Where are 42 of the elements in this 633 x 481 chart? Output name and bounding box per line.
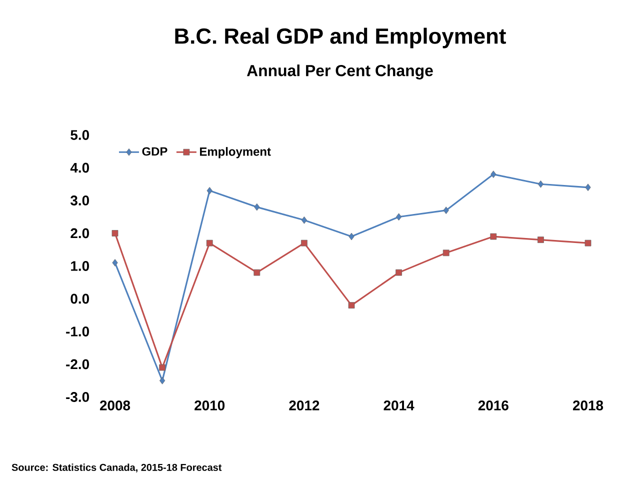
point	[348, 232, 354, 240]
y-tick-label: -3.0	[66, 392, 89, 402]
legend-label: GDP	[142, 147, 168, 156]
legend-label: Employment	[200, 147, 271, 158]
y-tick-label: 1.0	[71, 261, 89, 271]
y-tick-label: 0.0	[70, 294, 89, 304]
point	[159, 364, 166, 371]
chart-subtitle: Annual Per Cent Change	[246, 64, 433, 80]
point	[396, 213, 402, 221]
point	[348, 302, 355, 308]
source-note: Source: Statistics Canada, 2015-18 Forecast	[12, 464, 222, 472]
chart-title: B.C. Real GDP and Employment	[175, 28, 506, 48]
y-tick-label: -2.0	[66, 359, 89, 370]
point	[443, 206, 449, 214]
point	[301, 216, 308, 224]
y-tick-label: -1.0	[66, 326, 89, 336]
y-tick-label: 5.0	[70, 130, 89, 140]
point	[396, 269, 402, 276]
x-tick-label: 2018	[572, 400, 604, 410]
point	[490, 233, 497, 240]
point	[442, 250, 450, 256]
point	[206, 186, 212, 194]
point	[585, 184, 591, 192]
point	[254, 203, 260, 211]
x-tick-label: 2010	[194, 400, 225, 410]
point	[538, 180, 544, 188]
x-tick-label: 2012	[289, 400, 320, 410]
point	[490, 170, 496, 178]
point	[254, 269, 260, 276]
x-tick-label: 2014	[384, 400, 414, 410]
x-tick-label: 2008	[100, 400, 130, 410]
y-tick-label: 4.0	[70, 162, 89, 173]
point	[538, 236, 544, 243]
y-tick-label: 2.0	[70, 228, 89, 238]
point	[112, 230, 118, 236]
point	[112, 259, 118, 266]
point	[206, 240, 213, 246]
point	[584, 240, 592, 246]
x-tick-label: 2016	[478, 400, 508, 410]
point	[301, 240, 308, 246]
y-tick-label: 3.0	[70, 196, 89, 206]
point	[159, 376, 166, 384]
